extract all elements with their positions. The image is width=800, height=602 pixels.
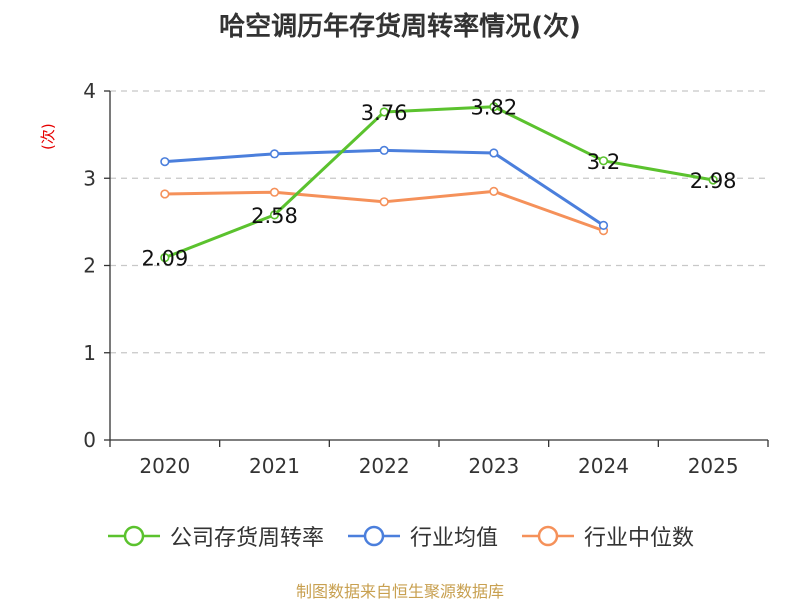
- data-label-2024: 3.2: [587, 150, 620, 174]
- data-point-1-2023: [489, 148, 499, 158]
- data-point-0-2025: [708, 175, 718, 185]
- data-point-2-2023: [489, 186, 499, 196]
- legend-label-industry-median: 行业中位数: [584, 526, 695, 551]
- data-point-0-2023: [489, 102, 499, 112]
- legend-item-industry-mean[interactable]: 行业均值: [346, 520, 498, 552]
- data-source: 制图数据来自恒生聚源数据库: [295, 582, 504, 601]
- data-point-2-2022: [379, 197, 389, 207]
- data-label-2020: 2.09: [141, 247, 188, 271]
- data-point-0-2022: [379, 107, 389, 117]
- data-label-2023: 3.82: [470, 96, 517, 120]
- data-point-2-2020: [160, 189, 170, 199]
- y-tick-label-2: 2: [83, 254, 96, 278]
- legend-label-company: 公司存货周转率: [169, 526, 324, 551]
- legend: 公司存货周转率 行业均值 行业中位数: [0, 520, 800, 552]
- data-point-1-2021: [269, 149, 280, 159]
- x-tick-label-2022: 2022: [359, 454, 410, 478]
- data-label-2021: 2.58: [251, 204, 298, 228]
- data-point-0-2020: [160, 253, 170, 263]
- series-line-1: [163, 148, 605, 227]
- series-line-0: [163, 105, 715, 260]
- legend-label-industry-mean: 行业均值: [409, 526, 498, 551]
- data-point-1-2024: [598, 220, 609, 230]
- x-tick-label-2020: 2020: [139, 454, 190, 478]
- legend-symbol-industry-median: [522, 525, 574, 547]
- x-tick-label-2021: 2021: [249, 454, 300, 478]
- data-point-2-2021: [269, 187, 280, 197]
- data-point-1-2022: [379, 145, 389, 155]
- x-tick-label-2025: 2025: [688, 454, 739, 478]
- series-1: [160, 145, 609, 230]
- legend-item-company[interactable]: 公司存货周转率: [106, 520, 324, 552]
- y-tick-label-1: 1: [83, 341, 96, 365]
- x-tick-label-2024: 2024: [578, 454, 629, 478]
- x-tick-label-2023: 2023: [468, 454, 519, 478]
- legend-symbol-industry-mean: [347, 525, 400, 547]
- chart-title: 哈空调历年存货周转率情况(次): [219, 12, 581, 42]
- series-2: [160, 186, 609, 236]
- data-point-1-2020: [160, 157, 170, 167]
- series-0: [160, 102, 718, 263]
- y-tick-label-0: 0: [83, 428, 96, 452]
- legend-item-industry-median[interactable]: 行业中位数: [520, 520, 694, 552]
- legend-symbol-company: [107, 525, 160, 547]
- data-point-0-2021: [269, 210, 280, 220]
- data-label-2025: 2.98: [690, 169, 737, 193]
- data-point-0-2024: [598, 156, 609, 166]
- data-label-2022: 3.76: [361, 101, 408, 125]
- y-tick-label-3: 3: [83, 166, 96, 190]
- y-tick-label-4: 4: [83, 79, 96, 103]
